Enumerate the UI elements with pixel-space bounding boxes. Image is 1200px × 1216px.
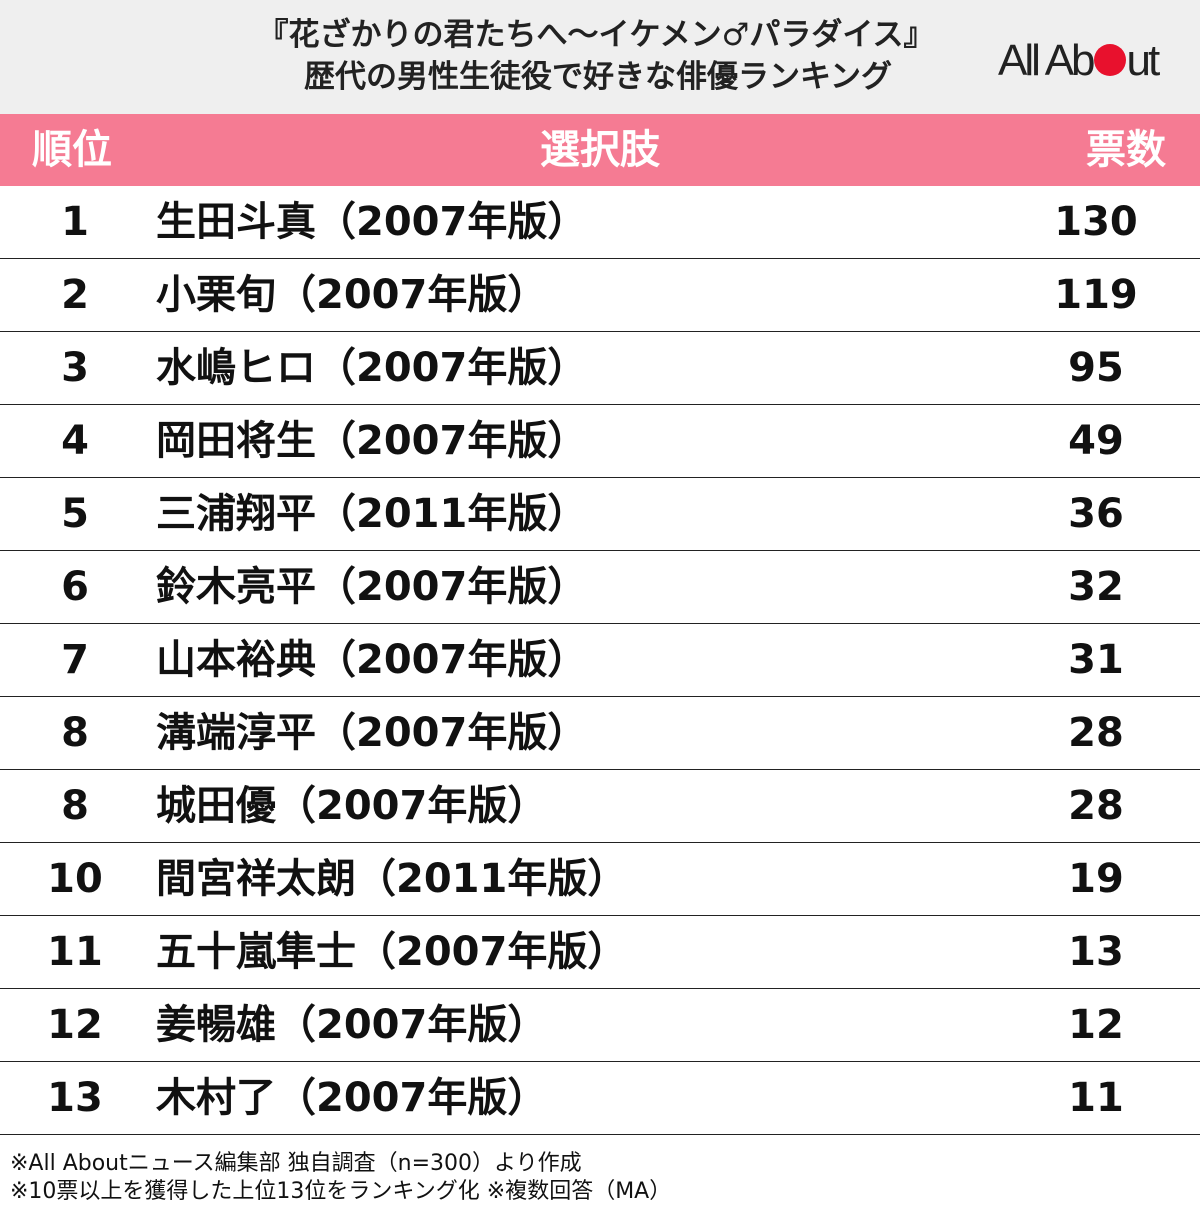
page-title: 『花ざかりの君たちへ〜イケメン♂パラダイス』 歴代の男性生徒役で好きな俳優ランキ…: [0, 14, 1200, 98]
ranking-table-body: 1 生田斗真（2007年版） 130 2 小栗旬（2007年版） 119 3 水嶋ヒロ（200…: [0, 186, 1200, 1135]
votes-cell: 28: [1068, 783, 1124, 829]
votes-cell: 32: [1068, 564, 1124, 610]
table-row: 6 鈴木亮平（2007年版） 32: [0, 551, 1200, 624]
table-row: 5 三浦翔平（2011年版） 36: [0, 478, 1200, 551]
choice-cell: 溝端淳平（2007年版）: [156, 710, 588, 756]
table-header: 順位 選択肢 票数: [0, 114, 1200, 186]
rank-cell: 12: [47, 1002, 103, 1048]
all-about-logo: All Ab ut: [998, 36, 1161, 86]
column-header-rank: 順位: [32, 127, 112, 173]
header: 『花ざかりの君たちへ〜イケメン♂パラダイス』 歴代の男性生徒役で好きな俳優ランキ…: [0, 0, 1200, 114]
votes-cell: 119: [1054, 272, 1138, 318]
choice-cell: 姜暢雄（2007年版）: [156, 1002, 548, 1048]
table-row: 7 山本裕典（2007年版） 31: [0, 624, 1200, 697]
votes-cell: 49: [1068, 418, 1124, 464]
footer-note-method: ※10票以上を獲得した上位13位をランキング化 ※複数回答（MA）: [10, 1179, 672, 1204]
votes-cell: 12: [1068, 1002, 1124, 1048]
votes-cell: 28: [1068, 710, 1124, 756]
table-row: 8 溝端淳平（2007年版） 28: [0, 697, 1200, 770]
column-header-choice: 選択肢: [540, 127, 660, 173]
votes-cell: 95: [1068, 345, 1124, 391]
table-row: 8 城田優（2007年版） 28: [0, 770, 1200, 843]
choice-cell: 水嶋ヒロ（2007年版）: [156, 345, 588, 391]
table-row: 4 岡田将生（2007年版） 49: [0, 405, 1200, 478]
choice-cell: 木村了（2007年版）: [156, 1075, 548, 1121]
choice-cell: 山本裕典（2007年版）: [156, 637, 588, 683]
table-row: 3 水嶋ヒロ（2007年版） 95: [0, 332, 1200, 405]
choice-cell: 五十嵐隼士（2007年版）: [156, 929, 628, 975]
votes-cell: 19: [1068, 856, 1124, 902]
table-row: 1 生田斗真（2007年版） 130: [0, 186, 1200, 259]
votes-cell: 130: [1054, 199, 1138, 245]
votes-cell: 11: [1068, 1075, 1124, 1121]
title-line-1: 『花ざかりの君たちへ〜イケメン♂パラダイス』: [257, 17, 935, 53]
table-row: 13 木村了（2007年版） 11: [0, 1062, 1200, 1135]
footer-note-source: ※All Aboutニュース編集部 独自調査（n=300）より作成: [10, 1151, 582, 1176]
title-line-2: 歴代の男性生徒役で好きな俳優ランキング: [303, 59, 893, 95]
table-row: 2 小栗旬（2007年版） 119: [0, 259, 1200, 332]
table-row: 12 姜暢雄（2007年版） 12: [0, 989, 1200, 1062]
rank-cell: 8: [61, 783, 89, 829]
choice-cell: 間宮祥太朗（2011年版）: [156, 856, 628, 902]
rank-cell: 8: [61, 710, 89, 756]
choice-cell: 生田斗真（2007年版）: [156, 199, 588, 245]
choice-cell: 岡田将生（2007年版）: [156, 418, 588, 464]
rank-cell: 5: [61, 491, 89, 537]
rank-cell: 1: [61, 199, 89, 245]
column-header-votes: 票数: [1086, 127, 1166, 173]
table-row: 11 五十嵐隼士（2007年版） 13: [0, 916, 1200, 989]
logo-text-right: ut: [1126, 36, 1161, 85]
votes-cell: 31: [1068, 637, 1124, 683]
choice-cell: 鈴木亮平（2007年版）: [156, 564, 588, 610]
rank-cell: 6: [61, 564, 89, 610]
rank-cell: 7: [61, 637, 89, 683]
choice-cell: 城田優（2007年版）: [156, 783, 548, 829]
rank-cell: 4: [61, 418, 89, 464]
table-row: 10 間宮祥太朗（2011年版） 19: [0, 843, 1200, 916]
logo-dot-icon: [1093, 44, 1126, 76]
rank-cell: 13: [47, 1075, 103, 1121]
choice-cell: 三浦翔平（2011年版）: [156, 491, 588, 537]
rank-cell: 10: [47, 856, 103, 902]
votes-cell: 13: [1068, 929, 1124, 975]
votes-cell: 36: [1068, 491, 1124, 537]
footer-notes: ※All Aboutニュース編集部 独自調査（n=300）より作成 ※10票以上…: [10, 1150, 671, 1206]
rank-cell: 2: [61, 272, 89, 318]
rank-cell: 11: [47, 929, 103, 975]
rank-cell: 3: [61, 345, 89, 391]
choice-cell: 小栗旬（2007年版）: [156, 272, 548, 318]
logo-text-left: All Ab: [998, 36, 1096, 85]
